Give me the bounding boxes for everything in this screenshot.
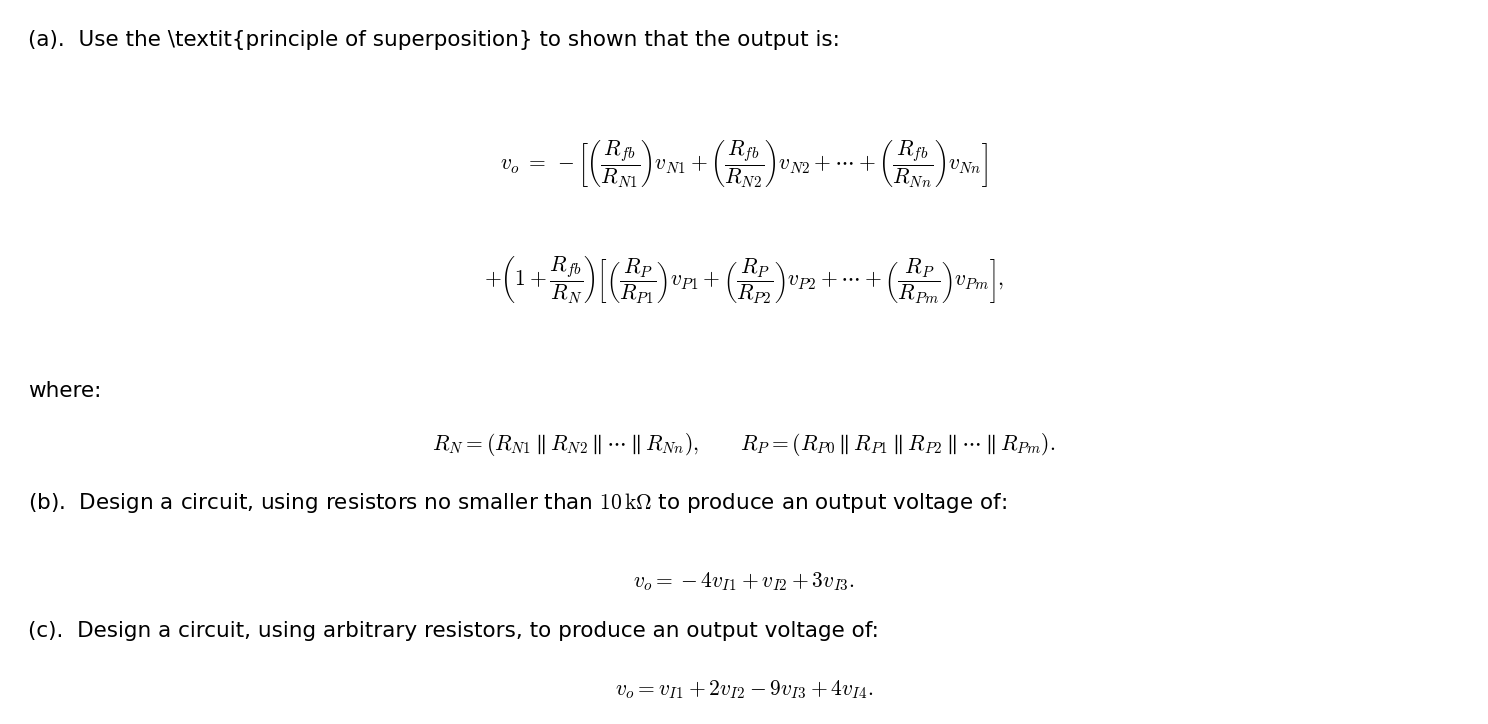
Text: where:: where: bbox=[28, 381, 101, 401]
Text: $v_o = -4v_{I1} + v_{I2} + 3v_{I3}.$: $v_o = -4v_{I1} + v_{I2} + 3v_{I3}.$ bbox=[634, 571, 854, 593]
Text: $v_o = v_{I1} + 2v_{I2} - 9v_{I3} + 4v_{I4}.$: $v_o = v_{I1} + 2v_{I2} - 9v_{I3} + 4v_{… bbox=[615, 679, 873, 702]
Text: (b).  Design a circuit, using resistors no smaller than $10\,\text{k}\Omega$ to : (b). Design a circuit, using resistors n… bbox=[28, 491, 1007, 515]
Text: (a).  Use the \textit{principle of superposition} to shown that the output is:: (a). Use the \textit{principle of superp… bbox=[28, 30, 841, 50]
Text: $R_N = (R_{N1} \parallel R_{N2} \parallel \cdots \parallel R_{Nn}), \qquad R_P =: $R_N = (R_{N1} \parallel R_{N2} \paralle… bbox=[433, 432, 1055, 458]
Text: $v_o \;=\; -\left[\left(\dfrac{R_{fb}}{R_{N1}}\right)v_{N1} + \left(\dfrac{R_{fb: $v_o \;=\; -\left[\left(\dfrac{R_{fb}}{R… bbox=[500, 138, 988, 189]
Text: (c).  Design a circuit, using arbitrary resistors, to produce an output voltage : (c). Design a circuit, using arbitrary r… bbox=[28, 621, 879, 641]
Text: $+ \left(1 + \dfrac{R_{fb}}{R_N}\right)\left[\left(\dfrac{R_P}{R_{P1}}\right)v_{: $+ \left(1 + \dfrac{R_{fb}}{R_N}\right)\… bbox=[484, 253, 1004, 305]
